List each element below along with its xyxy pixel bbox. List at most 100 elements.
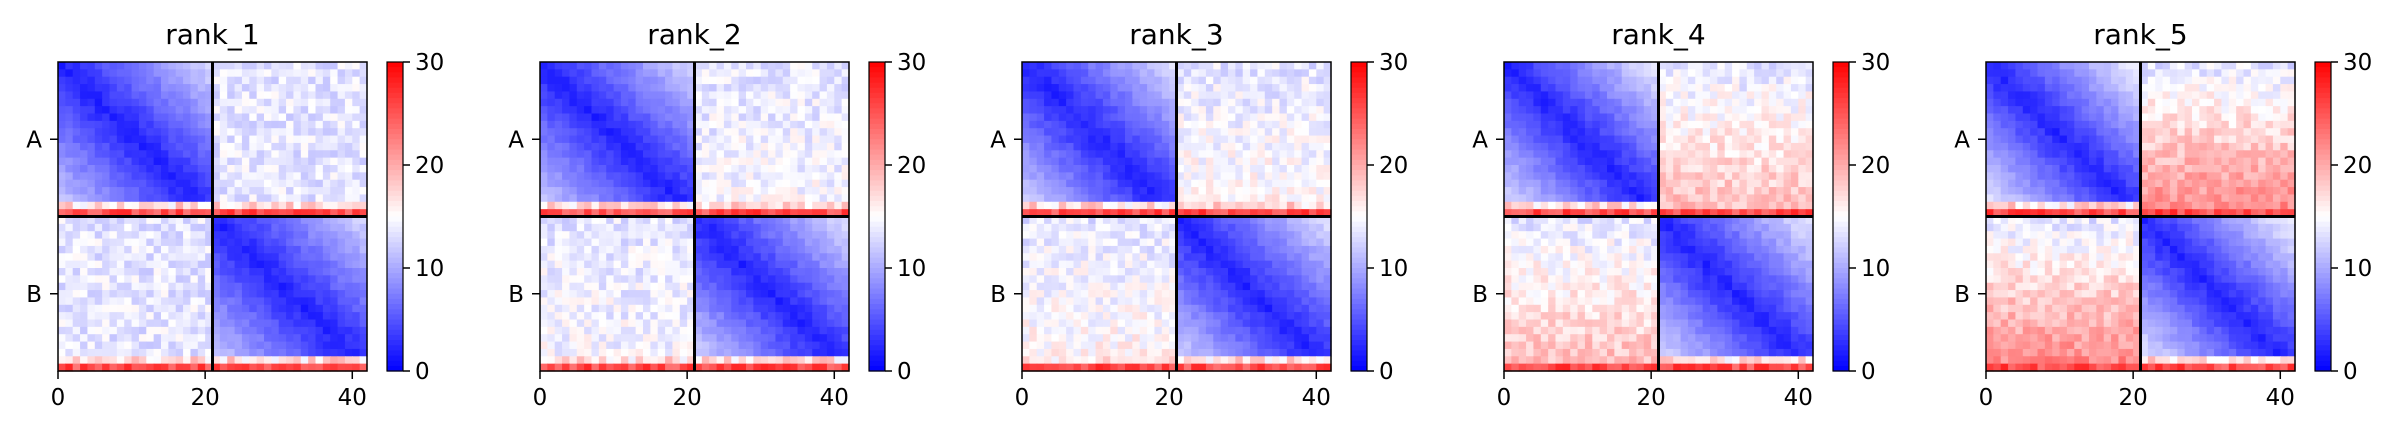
heatmap-cell (138, 297, 147, 306)
heatmap-cell (723, 120, 732, 129)
heatmap-cell (286, 209, 295, 218)
heatmap-cell (753, 312, 762, 321)
heatmap-cell (1294, 69, 1303, 78)
heatmap-cell (554, 165, 563, 173)
heatmap-cell (234, 312, 243, 321)
heatmap-cell (1191, 172, 1200, 181)
heatmap-cell (1242, 209, 1251, 218)
heatmap-cell (694, 231, 703, 240)
heatmap-cell (315, 165, 324, 173)
heatmap-cell (1154, 142, 1163, 151)
heatmap-cell (183, 135, 192, 144)
heatmap-cell (212, 282, 221, 291)
heatmap-cell (1044, 76, 1053, 85)
heatmap-cell (723, 98, 732, 107)
heatmap-cell (322, 120, 331, 129)
heatmap-cell (1183, 135, 1192, 144)
heatmap-cell (315, 290, 324, 299)
heatmap-cell (1301, 165, 1310, 173)
heatmap-cell (804, 304, 813, 313)
heatmap-cell (359, 113, 368, 122)
heatmap-cell (841, 304, 850, 313)
heatmap-cell (1147, 120, 1156, 129)
heatmap-cell (731, 201, 740, 210)
heatmap-cell (635, 98, 644, 107)
heatmap-cell (146, 245, 155, 254)
heatmap-cell (797, 172, 806, 181)
heatmap-cell (183, 356, 192, 365)
heatmap-cell (286, 165, 295, 173)
heatmap-cell (738, 113, 747, 122)
heatmap-cell (591, 319, 600, 328)
heatmap-cell (709, 326, 718, 335)
heatmap-cell (1080, 120, 1089, 129)
heatmap-cell (1102, 245, 1111, 254)
heatmap-cell (1036, 84, 1045, 93)
heatmap-cell (205, 326, 214, 335)
heatmap-cell (1235, 98, 1244, 107)
heatmap-cell (576, 172, 585, 181)
heatmap-cell (635, 165, 644, 173)
heatmap-cell (1044, 194, 1053, 203)
heatmap-cell (738, 98, 747, 107)
heatmap-cell (562, 304, 571, 313)
heatmap-cell (94, 76, 103, 85)
heatmap-cell (300, 106, 309, 115)
heatmap-cell (628, 290, 637, 299)
x-tick-label: 0 (51, 385, 66, 411)
heatmap-cell (1213, 106, 1222, 115)
heatmap-cell (1257, 98, 1266, 107)
heatmap-cell (1316, 165, 1325, 173)
heatmap-cell (286, 106, 295, 115)
heatmap-cell (723, 348, 732, 357)
heatmap-cell (1036, 201, 1045, 210)
heatmap-cell (679, 172, 688, 181)
heatmap-cell (650, 84, 659, 93)
heatmap-cell (308, 120, 317, 129)
heatmap-cell (337, 84, 346, 93)
heatmap-cell (1272, 216, 1281, 225)
heatmap-cell (183, 106, 192, 115)
heatmap-cell (1080, 275, 1089, 284)
heatmap-cell (1198, 231, 1207, 240)
heatmap-cell (687, 91, 696, 100)
heatmap-cell (1029, 172, 1038, 181)
heatmap-cell (234, 128, 243, 137)
heatmap-cell (1132, 187, 1141, 196)
heatmap-cell (613, 209, 622, 218)
heatmap-cell (1088, 150, 1097, 159)
heatmap-cell (1029, 187, 1038, 196)
heatmap-cell (168, 238, 177, 247)
heatmap-cell (352, 231, 361, 240)
heatmap-cell (679, 165, 688, 173)
heatmap-cell (797, 209, 806, 218)
heatmap-cell (249, 290, 258, 299)
heatmap-cell (293, 238, 302, 247)
heatmap-cell (241, 91, 250, 100)
heatmap-cell (234, 157, 243, 166)
heatmap-cell (330, 201, 339, 210)
heatmap-cell (768, 113, 777, 122)
heatmap-cell (826, 363, 835, 372)
heatmap-cell (116, 187, 125, 196)
heatmap-cell (672, 150, 681, 159)
heatmap-cell (1264, 238, 1273, 247)
heatmap-cell (1264, 150, 1273, 159)
heatmap-cell (219, 275, 228, 284)
heatmap-cell (1279, 76, 1288, 85)
heatmap-cell (1102, 223, 1111, 232)
heatmap-cell (650, 348, 659, 357)
heatmap-cell (102, 84, 111, 93)
heatmap-cell (271, 98, 280, 107)
heatmap-cell (102, 150, 111, 159)
heatmap-cell (80, 348, 89, 357)
heatmap-cell (1073, 282, 1082, 291)
heatmap-cell (219, 157, 228, 166)
heatmap-cell (672, 268, 681, 276)
heatmap-cell (731, 341, 740, 350)
heatmap-cell (628, 165, 637, 173)
colorbar-step (869, 216, 885, 223)
heatmap-cell (286, 268, 295, 276)
heatmap-cell (168, 91, 177, 100)
heatmap-cell (1110, 216, 1119, 225)
